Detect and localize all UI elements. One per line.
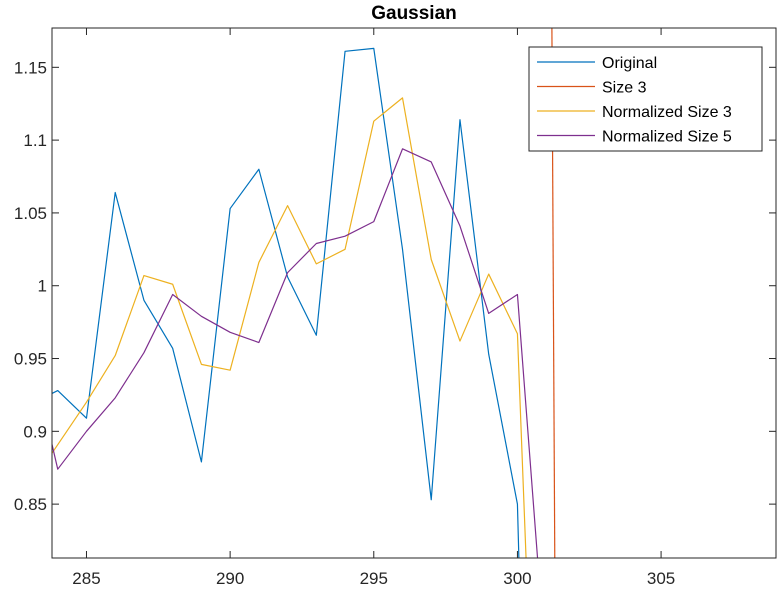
y-tick-label: 0.85 bbox=[14, 495, 47, 514]
chart-title: Gaussian bbox=[371, 3, 457, 24]
x-tick-label: 300 bbox=[503, 569, 531, 588]
y-tick-label: 0.95 bbox=[14, 350, 47, 369]
axis-layer: 285 290 295 300 305 0.85 0.9 0.95 1 1.05 1.1 1.15 bbox=[14, 27, 777, 588]
series-line-0 bbox=[52, 47, 520, 558]
x-tick-label: 295 bbox=[360, 569, 388, 588]
y-tick-label: 0.9 bbox=[23, 422, 47, 441]
y-tick-label: 1.15 bbox=[14, 58, 47, 77]
y-tick-label: 1 bbox=[38, 277, 47, 296]
legend-label-2: Normalized Size 3 bbox=[602, 104, 732, 121]
series-line-3 bbox=[52, 148, 539, 558]
legend-label-3: Normalized Size 5 bbox=[602, 129, 732, 146]
legend-label-0: Original bbox=[602, 55, 657, 72]
x-tick-label: 305 bbox=[647, 569, 675, 588]
legend: Original Size 3 Normalized Size 3 Normalize… bbox=[528, 46, 763, 152]
x-tick-label: 290 bbox=[216, 569, 244, 588]
legend-label-1: Size 3 bbox=[602, 80, 647, 97]
y-tick-label: 1.05 bbox=[14, 204, 47, 223]
x-tick-label: 285 bbox=[72, 569, 100, 588]
series-line-2 bbox=[52, 97, 527, 558]
legend-box bbox=[528, 46, 763, 152]
axes-box bbox=[51, 27, 777, 559]
y-tick-label: 1.1 bbox=[23, 131, 47, 150]
